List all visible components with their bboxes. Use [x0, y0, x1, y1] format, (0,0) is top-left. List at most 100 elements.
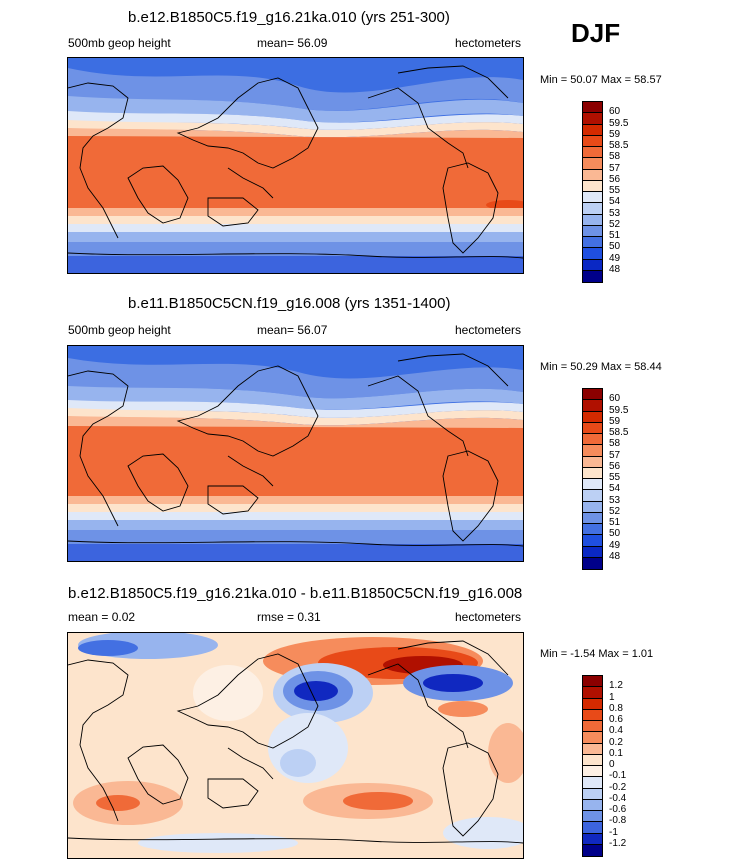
colorbar-tick-label: 57: [609, 449, 621, 461]
colorbar-swatch: [583, 169, 602, 181]
colorbar-tick-label: 58.5: [609, 427, 629, 438]
colorbar-tick-label: 56: [609, 460, 621, 472]
colorbar-swatch: [583, 524, 602, 536]
panel-2-contour-field: [68, 346, 523, 561]
panel-3-contour-field: [68, 633, 523, 858]
colorbar-tick-label: 53: [609, 494, 621, 506]
colorbar-tick-label: -1: [609, 826, 618, 838]
colorbar-swatch: [583, 777, 602, 789]
colorbar-tick-label: 57: [609, 162, 621, 174]
colorbar-tick-label: 48: [609, 550, 621, 562]
colorbar-tick-label: 59: [609, 415, 621, 427]
colorbar-swatch: [583, 535, 602, 547]
colorbar-swatch: [583, 743, 602, 755]
colorbar-tick-label: 0.1: [609, 747, 623, 759]
colorbar-tick-label: 48: [609, 263, 621, 275]
panel-2-title: b.e11.B1850C5CN.f19_g16.008 (yrs 1351-14…: [128, 295, 451, 312]
colorbar-tick-label: 56: [609, 173, 621, 185]
colorbar-tick-label: -1.2: [609, 837, 627, 849]
colorbar-swatch: [583, 248, 602, 260]
colorbar-tick-label: 58: [609, 151, 621, 163]
colorbar-tick-label: 0: [609, 759, 615, 770]
colorbar-swatch: [583, 833, 602, 845]
colorbar-tick-label: 51: [609, 230, 621, 241]
colorbar-tick-label: 52: [609, 505, 621, 517]
colorbar-tick-label: 50: [609, 528, 621, 540]
panel-3-colorbar-swatches: [582, 675, 603, 857]
panel-1-map: [67, 57, 524, 274]
panel-2-mean-label: mean= 56.07: [257, 323, 328, 337]
colorbar-swatch: [583, 135, 602, 147]
panel-1-title: b.e12.B1850C5.f19_g16.21ka.010 (yrs 251-…: [128, 9, 450, 26]
colorbar-swatch: [583, 192, 602, 204]
colorbar-swatch: [583, 270, 602, 282]
colorbar-tick-label: 0.2: [609, 736, 623, 748]
panel-3-rmse-label: rmse = 0.31: [257, 610, 321, 624]
colorbar-swatch: [583, 434, 602, 446]
colorbar-swatch: [583, 411, 602, 423]
colorbar-swatch: [583, 811, 602, 823]
panel-3-minmax-label: Min = -1.54 Max = 1.01: [540, 648, 654, 660]
colorbar-tick-label: 54: [609, 483, 621, 495]
colorbar-tick-label: -0.8: [609, 815, 627, 827]
panel-2-minmax-label: Min = 50.29 Max = 58.44: [540, 361, 662, 373]
panel-1-minmax-label: Min = 50.07 Max = 58.57: [540, 74, 662, 86]
colorbar-swatch: [583, 501, 602, 513]
colorbar-swatch: [583, 512, 602, 524]
colorbar-tick-label: 0.6: [609, 714, 623, 725]
colorbar-swatch: [583, 709, 602, 721]
colorbar-tick-label: -0.1: [609, 770, 627, 782]
colorbar-tick-label: 54: [609, 196, 621, 208]
colorbar-swatch: [583, 698, 602, 710]
panel-3-map: [67, 632, 524, 859]
colorbar-tick-label: 55: [609, 472, 621, 483]
colorbar-tick-label: 59.5: [609, 404, 629, 416]
colorbar-swatch: [583, 788, 602, 800]
colorbar-swatch: [583, 844, 602, 856]
colorbar-swatch: [583, 389, 602, 401]
colorbar-swatch: [583, 676, 602, 688]
colorbar-swatch: [583, 203, 602, 215]
colorbar-tick-label: 0.8: [609, 702, 623, 714]
colorbar-swatch: [583, 799, 602, 811]
panel-1-variable-label: 500mb geop height: [68, 36, 171, 50]
colorbar-tick-label: 53: [609, 207, 621, 219]
colorbar-swatch: [583, 467, 602, 479]
panel-2-colorbar-swatches: [582, 388, 603, 570]
colorbar-tick-label: 59.5: [609, 117, 629, 129]
colorbar-tick-label: 1: [609, 691, 615, 703]
colorbar-swatch: [583, 400, 602, 412]
colorbar-swatch: [583, 445, 602, 457]
colorbar-tick-label: 50: [609, 241, 621, 253]
colorbar-swatch: [583, 479, 602, 491]
colorbar-swatch: [583, 180, 602, 192]
colorbar-swatch: [583, 124, 602, 136]
colorbar-tick-label: 60: [609, 393, 621, 405]
colorbar-swatch: [583, 147, 602, 159]
colorbar-swatch: [583, 766, 602, 778]
colorbar-tick-label: 0.4: [609, 725, 623, 737]
panel-2-units-label: hectometers: [455, 323, 522, 337]
colorbar-tick-label: 52: [609, 218, 621, 230]
colorbar-tick-label: 59: [609, 128, 621, 140]
colorbar-swatch: [583, 546, 602, 558]
colorbar-swatch: [583, 754, 602, 766]
colorbar-tick-label: 49: [609, 252, 621, 264]
colorbar-swatch: [583, 259, 602, 271]
colorbar-swatch: [583, 158, 602, 170]
panel-1-contour-field: [68, 58, 523, 273]
colorbar-tick-label: 60: [609, 106, 621, 118]
colorbar-swatch: [583, 237, 602, 249]
colorbar-swatch: [583, 721, 602, 733]
colorbar-tick-label: -0.2: [609, 781, 627, 793]
colorbar-swatch: [583, 456, 602, 468]
colorbar-tick-label: 58: [609, 438, 621, 450]
colorbar-swatch: [583, 422, 602, 434]
colorbar-tick-label: -0.6: [609, 804, 627, 815]
colorbar-swatch: [583, 557, 602, 569]
panel-1-units-label: hectometers: [455, 36, 522, 50]
panel-3-units-label: hectometers: [455, 610, 522, 624]
colorbar-swatch: [583, 225, 602, 237]
colorbar-tick-label: 49: [609, 539, 621, 551]
colorbar-swatch: [583, 732, 602, 744]
